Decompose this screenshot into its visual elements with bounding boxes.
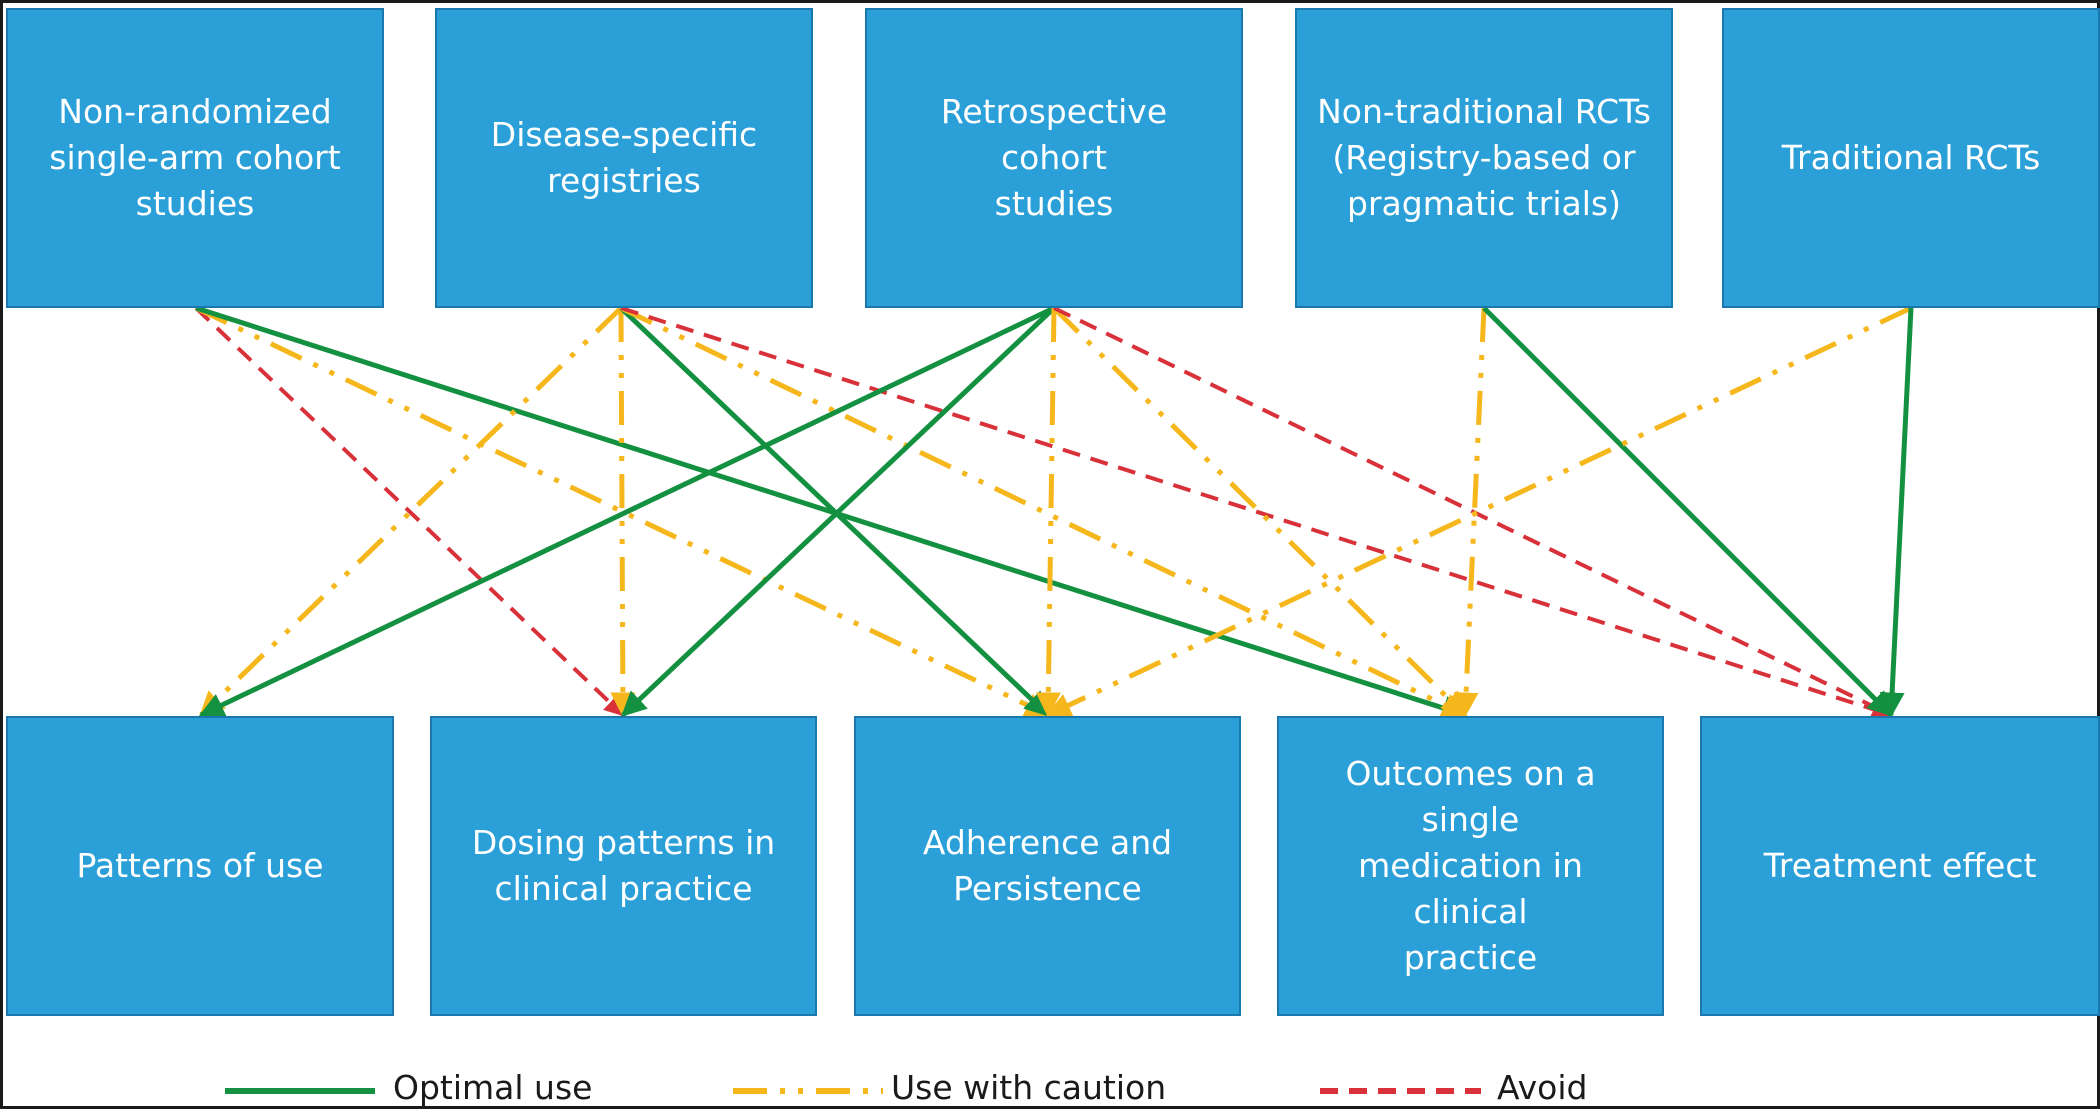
edge-s2-t4-caution xyxy=(619,305,1468,718)
edge-s4-t5-optimal xyxy=(1482,306,1893,717)
edge-s2-t3-optimal xyxy=(619,306,1050,717)
target-box-adherence-persistence: Adherence and Persistence xyxy=(854,716,1241,1016)
edge-s2-t1-caution xyxy=(199,306,623,717)
legend-label-optimal: Optimal use xyxy=(393,1068,593,1107)
legend: Optimal use Use with caution Avoid xyxy=(3,1065,2100,1111)
legend-label-avoid: Avoid xyxy=(1497,1068,1588,1107)
edge-s3-t5-avoid xyxy=(1053,306,1893,717)
target-box-patterns-of-use: Patterns of use xyxy=(6,716,394,1016)
edge-s1-t4-optimal xyxy=(195,305,1468,721)
edge-s1-t3-caution xyxy=(194,305,1051,718)
edge-s2-t2-caution xyxy=(610,307,636,718)
target-box-treatment-effect: Treatment effect xyxy=(1700,716,2100,1016)
edge-s1-t2-avoid xyxy=(194,306,625,717)
edge-s3-t2-optimal xyxy=(621,306,1056,717)
edge-s3-t1-optimal xyxy=(198,305,1056,718)
edge-s4-t4-caution xyxy=(1453,307,1487,718)
source-box-retrospective-cohort: Retrospective cohort studies xyxy=(865,8,1243,308)
edge-s2-t5-avoid xyxy=(620,306,1893,720)
legend-label-caution: Use with caution xyxy=(891,1068,1167,1107)
source-box-disease-registries: Disease-specific registries xyxy=(435,8,813,308)
source-box-non-randomized-cohort: Non-randomized single-arm cohort studies xyxy=(6,8,384,308)
source-box-traditional-rcts: Traditional RCTs xyxy=(1722,8,2100,308)
edge-s5-t5-optimal xyxy=(1879,307,1914,718)
edge-s3-t3-caution xyxy=(1035,307,1061,718)
edge-s3-t4-caution xyxy=(1052,306,1467,717)
source-box-non-traditional-rcts: Non-traditional RCTs (Registry-based or … xyxy=(1295,8,1673,308)
edge-s5-t3-caution xyxy=(1045,305,1913,718)
target-box-dosing-patterns: Dosing patterns in clinical practice xyxy=(430,716,817,1016)
target-box-single-medication-outcomes: Outcomes on a single medication in clini… xyxy=(1277,716,1664,1016)
